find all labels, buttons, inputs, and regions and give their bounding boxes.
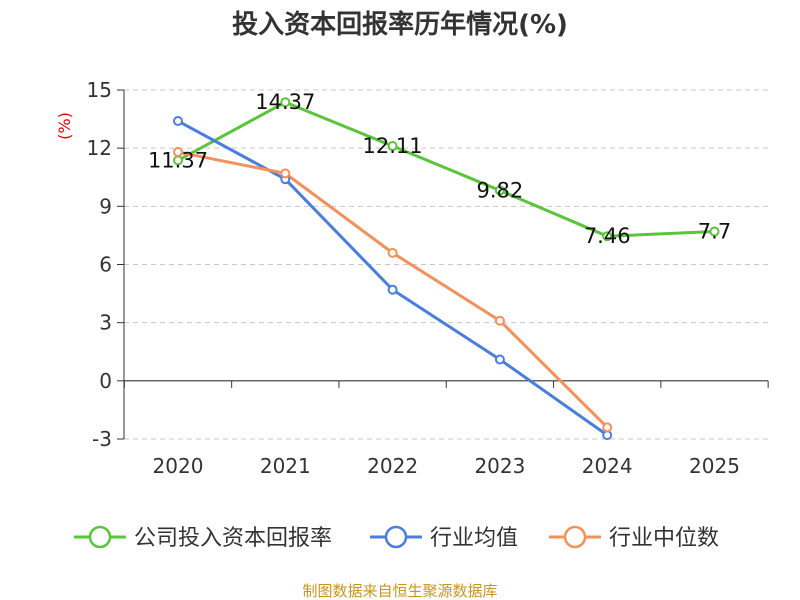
data-point bbox=[494, 185, 505, 196]
y-tick-label: 6 bbox=[99, 253, 112, 277]
y-tick-label: -3 bbox=[92, 427, 112, 451]
chart-title: 投入资本回报率历年情况(%) bbox=[232, 9, 568, 40]
data-point bbox=[494, 315, 505, 326]
legend-label: 行业中位数 bbox=[609, 526, 719, 551]
x-tick-labels: 2020 2021 2022 2023 2024 2025 bbox=[123, 380, 769, 478]
data-point bbox=[280, 168, 291, 179]
series-line bbox=[177, 100, 715, 238]
source-note: 制图数据来自恒生聚源数据库 bbox=[302, 582, 497, 600]
data-point bbox=[387, 247, 398, 258]
y-tick-label: 12 bbox=[87, 136, 112, 160]
legend-label: 公司投入资本回报率 bbox=[134, 526, 332, 551]
y-tick-label: 3 bbox=[99, 311, 112, 335]
data-label: 9.82 bbox=[477, 178, 524, 202]
data-point bbox=[173, 147, 183, 158]
data-point bbox=[709, 226, 720, 237]
y-axis-unit: (%) bbox=[55, 112, 74, 140]
data-point bbox=[494, 354, 505, 365]
legend[interactable]: 公司投入资本回报率 行业均值 行业中位数 bbox=[74, 525, 719, 551]
data-point bbox=[387, 284, 398, 295]
data-point bbox=[387, 141, 398, 152]
data-label: 14.37 bbox=[255, 90, 315, 114]
data-label: 12.11 bbox=[363, 134, 423, 158]
data-point bbox=[602, 422, 613, 433]
legend-marker bbox=[563, 525, 587, 549]
x-tick-label: 2023 bbox=[474, 454, 525, 478]
data-label: 7.7 bbox=[698, 220, 731, 244]
x-tick-label: 2022 bbox=[367, 454, 418, 478]
series-lines bbox=[173, 97, 720, 441]
legend-label: 行业均值 bbox=[430, 526, 518, 551]
data-point bbox=[173, 116, 183, 127]
data-point bbox=[602, 231, 613, 242]
data-label: 11.37 bbox=[148, 148, 208, 172]
y-tick-labels: 15 12 9 6 3 0 -3 bbox=[87, 78, 124, 451]
data-point bbox=[280, 97, 291, 108]
x-tick-label: 2024 bbox=[582, 454, 633, 478]
y-tick-label: 0 bbox=[99, 369, 112, 393]
y-tick-label: 15 bbox=[87, 78, 112, 102]
data-labels: 11.37 14.37 12.11 9.82 7.46 7.7 bbox=[148, 90, 731, 248]
legend-marker bbox=[384, 525, 408, 549]
y-tick-label: 9 bbox=[99, 194, 112, 218]
x-tick-label: 2025 bbox=[689, 454, 740, 478]
series-line bbox=[177, 119, 609, 437]
legend-marker bbox=[88, 525, 112, 549]
x-tick-label: 2021 bbox=[260, 454, 311, 478]
x-tick-label: 2020 bbox=[153, 454, 204, 478]
data-label: 7.46 bbox=[584, 224, 631, 248]
